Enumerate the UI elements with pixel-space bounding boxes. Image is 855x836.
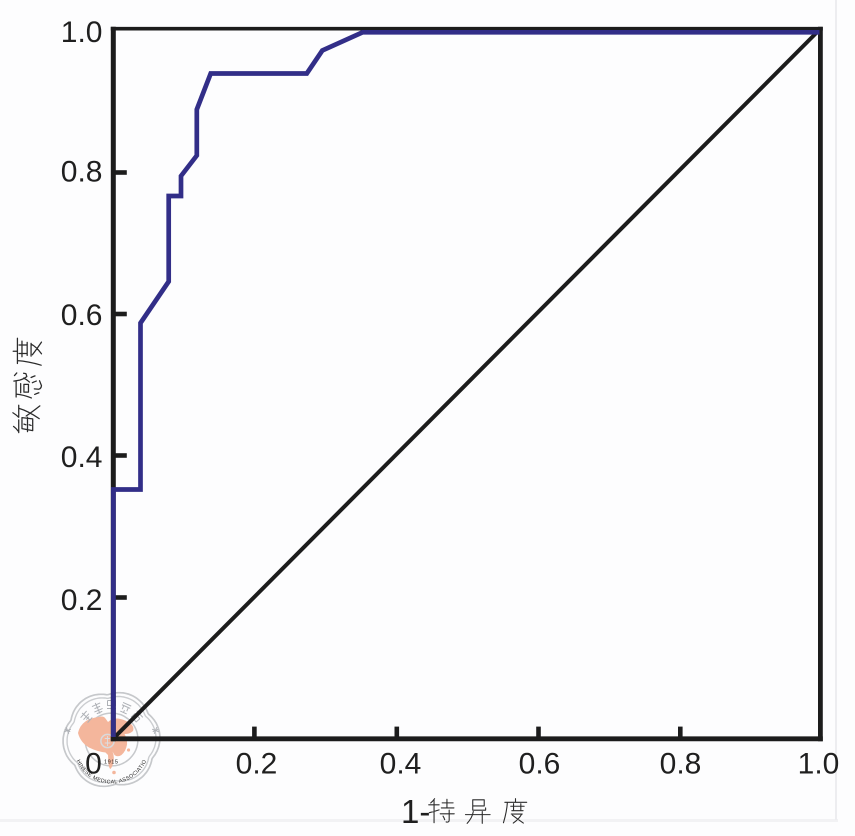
svg-text:0.8: 0.8 bbox=[660, 748, 702, 781]
svg-text:1915: 1915 bbox=[104, 760, 118, 766]
svg-text:1.0: 1.0 bbox=[798, 748, 840, 781]
svg-text:0.4: 0.4 bbox=[61, 441, 103, 474]
svg-text:1.0: 1.0 bbox=[61, 16, 103, 49]
svg-text:0.6: 0.6 bbox=[519, 748, 561, 781]
svg-text:1-: 1- bbox=[401, 793, 430, 830]
svg-text:0.6: 0.6 bbox=[61, 299, 103, 332]
svg-text:0.2: 0.2 bbox=[61, 584, 103, 617]
svg-text:0.8: 0.8 bbox=[61, 156, 103, 189]
svg-text:0.4: 0.4 bbox=[380, 748, 422, 781]
svg-text:0.2: 0.2 bbox=[236, 748, 278, 781]
svg-text:0: 0 bbox=[85, 748, 102, 781]
